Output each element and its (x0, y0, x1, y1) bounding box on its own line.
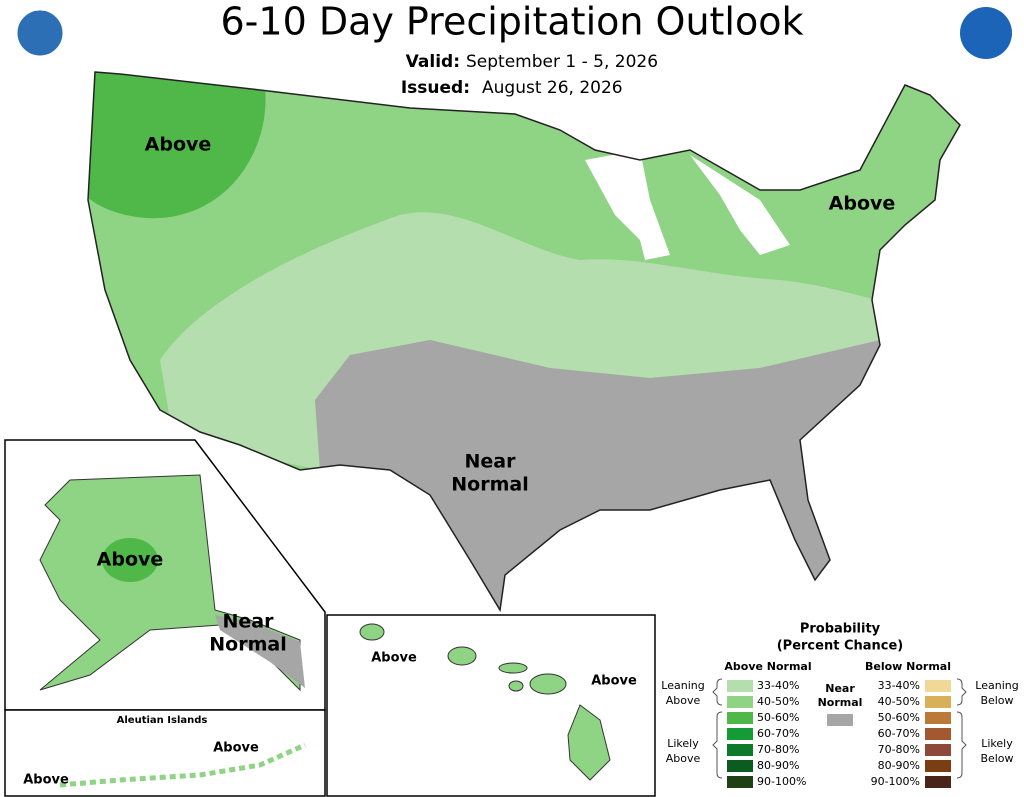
issued-label: Issued: (401, 78, 470, 98)
legend-swatch (925, 776, 951, 788)
legend: Probability (Percent Chance) Above Norma… (661, 622, 1019, 788)
legend-item-label: 80-90% (878, 759, 920, 772)
legend-brace (712, 678, 967, 779)
region-label: Above (23, 773, 69, 788)
legend-item-label: 33-40% (757, 679, 799, 692)
legend-swatch (727, 696, 753, 708)
legend-item-label: 60-70% (757, 727, 799, 740)
legend-bracket-label: Above (666, 752, 701, 765)
legend-bracket-label: Leaning (661, 679, 704, 692)
legend-item-label: 90-100% (871, 775, 920, 788)
title: 6-10 Day Precipitation Outlook (221, 0, 804, 44)
legend-title: Probability (800, 622, 881, 637)
region-label: Near (465, 451, 517, 473)
alaska-near-normal (215, 615, 305, 688)
hawaii-islands (359, 623, 611, 781)
legend-swatch (727, 760, 753, 772)
legend-swatch (727, 712, 753, 724)
legend-swatch (925, 712, 951, 724)
aleutian-islands (59, 742, 307, 788)
legend-item-label: 40-50% (878, 695, 920, 708)
legend-near-label: Normal (818, 696, 863, 709)
region-label: Above (829, 193, 896, 215)
region-label: Above (591, 674, 637, 689)
valid-label: Valid: (406, 52, 460, 72)
legend-swatch (925, 744, 951, 756)
region-label: Normal (451, 474, 528, 496)
legend-bracket-label: Likely (981, 737, 1013, 750)
legend-item-label: 70-80% (878, 743, 920, 756)
legend-item-label: 70-80% (757, 743, 799, 756)
legend-group-title: Below Normal (865, 660, 951, 673)
legend-swatch (827, 714, 853, 726)
legend-item-label: 60-70% (878, 727, 920, 740)
legend-item-label: 80-90% (757, 759, 799, 772)
legend-near-label: Near (825, 682, 855, 695)
legend-item-label: 50-60% (878, 711, 920, 724)
aleutian-inset (4, 709, 326, 797)
region-33-40 (160, 212, 900, 470)
region-label: Near (223, 611, 275, 633)
alaska-50-60 (102, 538, 158, 582)
valid-date: September 1 - 5, 2026 (466, 52, 658, 72)
legend-swatch (925, 760, 951, 772)
hawaii-inset (326, 614, 656, 797)
legend-swatch (925, 680, 951, 692)
legend-swatch (727, 776, 753, 788)
legend-swatch (925, 696, 951, 708)
legend-swatch (727, 728, 753, 740)
great-lakes (585, 150, 670, 260)
legend-bracket-label: Leaning (975, 679, 1018, 692)
legend-item-label: 40-50% (757, 695, 799, 708)
region-label: Above (371, 651, 417, 666)
legend-item-label: 33-40% (878, 679, 920, 692)
issued-date: August 26, 2026 (482, 78, 623, 98)
legend-swatch (727, 680, 753, 692)
alaska-land (39, 474, 301, 692)
region-label: Above (145, 134, 212, 156)
inset-title: Aleutian Islands (117, 715, 208, 726)
region-label: Normal (209, 634, 286, 656)
legend-bracket-label: Likely (667, 737, 699, 750)
legend-swatch (925, 728, 951, 740)
region-label: Above (213, 741, 259, 756)
legend-bracket-label: Above (666, 694, 701, 707)
legend-group-title: Above Normal (724, 660, 811, 673)
legend-bracket-label: Below (980, 752, 1013, 765)
region-50-60 (88, 72, 266, 219)
legend-item-label: 90-100% (757, 775, 806, 788)
legend-subtitle: (Percent Chance) (777, 639, 904, 654)
region-label: Above (97, 549, 164, 571)
legend-swatch (727, 744, 753, 756)
commerce-logo (14, 7, 66, 59)
noaa-logo (960, 7, 1012, 59)
legend-item-label: 50-60% (757, 711, 799, 724)
great-lakes (690, 155, 790, 255)
legend-bracket-label: Below (980, 694, 1013, 707)
